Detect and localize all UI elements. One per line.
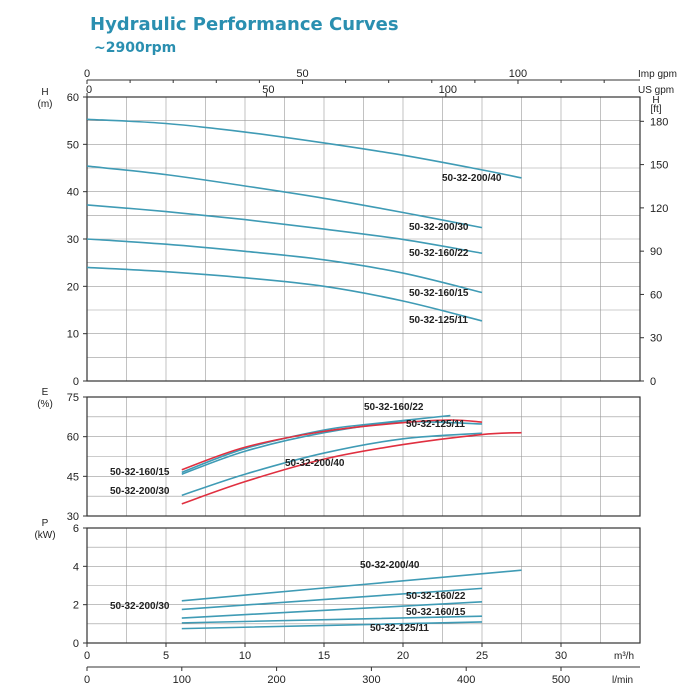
ft-tick-label: 150 <box>650 160 668 172</box>
series-label: 50-32-200/40 <box>360 560 420 571</box>
page-title: Hydraulic Performance Curves <box>90 14 399 35</box>
series-label: 50-32-125/11 <box>370 623 429 634</box>
m3h-tick-label: 15 <box>318 650 330 662</box>
ft-tick-label: 0 <box>650 376 656 388</box>
y-tick-label: 4 <box>73 561 79 573</box>
series-line <box>181 615 483 624</box>
series-line <box>181 587 483 611</box>
lmin-tick-label: 300 <box>362 674 380 686</box>
us-gpm-tick-label: 100 <box>439 84 457 96</box>
y-tick-label: 75 <box>67 392 79 404</box>
ft-axis-unit: [ft] <box>650 104 661 115</box>
series-label: 50-32-200/30 <box>110 486 170 497</box>
ft-tick-label: 60 <box>650 289 662 301</box>
y-axis-label: P <box>42 518 49 529</box>
series-line <box>181 420 483 475</box>
lmin-unit: l/min <box>612 675 633 686</box>
imp-gpm-tick-label: 100 <box>509 68 527 80</box>
panel-efficiency: 30 45 60 75 E(%) <box>37 387 641 523</box>
page-subtitle: ~2900rpm <box>94 40 177 56</box>
imp-gpm-tick-label: 0 <box>84 68 90 80</box>
m3h-tick-label: 0 <box>84 650 90 662</box>
series-group-efficiency: 50-32-160/15 50-32-160/22 50-32-125/11 50-3… <box>110 402 522 505</box>
lmin-tick-label: 100 <box>173 674 191 686</box>
panel-power: 0 2 4 6 P(kW) <box>34 518 641 650</box>
series-label: 50-32-160/15 <box>406 607 466 618</box>
series-group-head_m: 50-32-200/40 50-32-200/30 50-32-160/22 50-3… <box>86 118 522 326</box>
m3h-unit: m³/h <box>614 651 634 662</box>
series-label: 50-32-200/40 <box>285 458 345 469</box>
ft-tick-label: 90 <box>650 246 662 258</box>
lmin-tick-label: 500 <box>552 674 570 686</box>
imp-gpm-tick-label: 50 <box>296 68 308 80</box>
series-group-power: 50-32-200/40 50-32-200/30 50-32-160/22 50-3… <box>110 560 522 634</box>
series-line <box>181 621 483 630</box>
y-tick-label: 20 <box>67 281 79 293</box>
y-tick-label: 50 <box>67 139 79 151</box>
series-label: 50-32-125/11 <box>406 419 465 430</box>
series-label: 50-32-160/22 <box>364 402 424 413</box>
lmin-tick-label: 400 <box>457 674 475 686</box>
ft-axis-label: H <box>652 95 659 106</box>
m3h-tick-label: 20 <box>397 650 409 662</box>
series-line <box>86 238 483 294</box>
series-label: 50-32-125/11 <box>409 315 468 326</box>
y-tick-label: 30 <box>67 511 79 523</box>
panel-frame <box>86 396 641 517</box>
ft-tick-label: 120 <box>650 203 668 215</box>
series-line <box>86 165 483 229</box>
y-axis-unit: (m) <box>38 99 53 110</box>
lmin-tick-label: 0 <box>84 674 90 686</box>
series-line <box>181 569 522 602</box>
series-line <box>181 600 483 619</box>
y-tick-label: 60 <box>67 92 79 104</box>
series-line <box>86 204 483 254</box>
series-line <box>181 414 451 474</box>
y-tick-label: 2 <box>73 600 79 612</box>
y-tick-label: 30 <box>67 234 79 246</box>
y-tick-label: 40 <box>67 187 79 199</box>
series-line <box>181 431 522 505</box>
us-gpm-unit: US gpm <box>638 85 674 96</box>
series-line <box>86 266 483 322</box>
series-label: 50-32-160/15 <box>409 288 469 299</box>
y-axis-label: E <box>42 387 49 398</box>
lmin-tick-label: 200 <box>267 674 285 686</box>
y-axis-unit: (kW) <box>34 530 55 541</box>
m3h-tick-label: 25 <box>476 650 488 662</box>
y-tick-label: 0 <box>73 638 79 650</box>
series-label: 50-32-160/15 <box>110 467 170 478</box>
panel-head_m: 0 10 20 30 40 50 60 H(m) <box>38 87 641 388</box>
m3h-tick-label: 5 <box>163 650 169 662</box>
m3h-tick-label: 30 <box>555 650 567 662</box>
series-label: 50-32-160/22 <box>406 591 466 602</box>
ft-tick-label: 30 <box>650 333 662 345</box>
y-axis-unit: (%) <box>37 399 53 410</box>
bottom-axes: 0 5 10 15 20 25 30 m³/h 0 100 200 300 400 500 l/min <box>84 643 640 686</box>
series-label: 50-32-200/30 <box>110 601 170 612</box>
series-label: 50-32-160/22 <box>409 248 469 259</box>
m3h-tick-label: 10 <box>239 650 251 662</box>
series-line <box>86 118 522 179</box>
y-tick-label: 0 <box>73 376 79 388</box>
series-line <box>181 432 483 497</box>
series-label: 50-32-200/40 <box>442 173 502 184</box>
series-line <box>181 419 483 471</box>
us-gpm-tick-label: 50 <box>262 84 274 96</box>
y-axis-label: H <box>41 87 48 98</box>
ft-tick-label: 180 <box>650 116 668 128</box>
imp-gpm-unit: Imp gpm <box>638 69 677 80</box>
us-gpm-tick-label: 0 <box>86 84 92 96</box>
y-tick-label: 6 <box>73 523 79 535</box>
y-tick-label: 10 <box>67 329 79 341</box>
y-tick-label: 60 <box>67 432 79 444</box>
panel-frame <box>86 527 641 644</box>
y-tick-label: 45 <box>67 471 79 483</box>
series-label: 50-32-200/30 <box>409 222 469 233</box>
